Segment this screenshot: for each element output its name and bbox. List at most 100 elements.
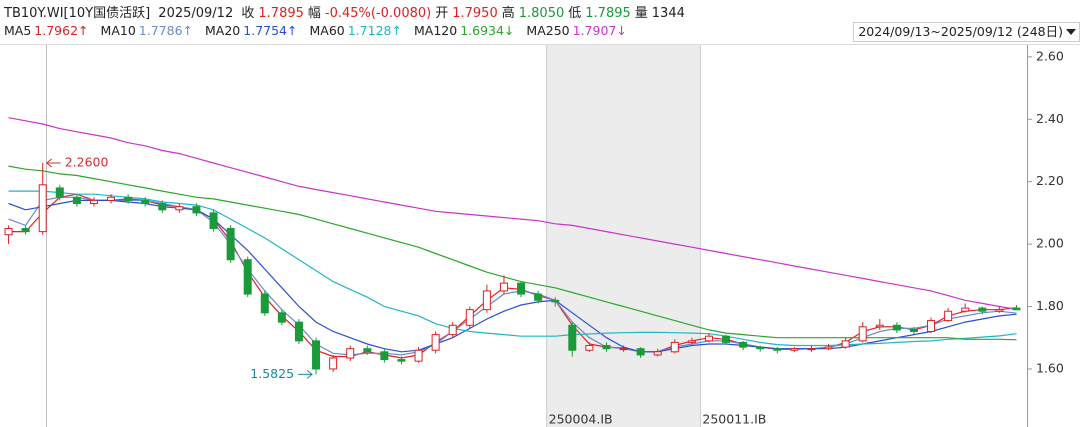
candle-body [21,228,30,233]
symbol: TB10Y.WI[10Y国债活跃] [4,6,151,21]
candle-body [773,348,782,351]
field-label: 量 [634,6,648,21]
candle-body [978,307,987,312]
candle-body [585,345,594,351]
field-value: 1344 [651,6,685,21]
field-value: 1.8050 [518,6,565,21]
candle-body [448,324,457,336]
candle-body [346,348,355,359]
field-label: 开 [435,6,449,21]
candle-body [841,340,850,348]
y-tick-label: 2.20 [1036,173,1064,188]
field-label: 收 [241,6,255,21]
ma-name: MA10 [100,23,136,38]
ma-name: MA120 [413,23,458,38]
y-tick-label: 1.80 [1036,298,1064,313]
candle-body [790,348,799,351]
contract-label: 250011.IB [702,412,766,427]
candle-body [961,307,970,312]
ma-value: 1.6934 [460,23,504,38]
candle-body [329,357,338,370]
ma-value: 1.7754 [243,23,288,38]
candle-body [995,309,1004,312]
candle-body [175,206,184,211]
ma-trend: ↑ [391,23,402,38]
candle-body [858,326,867,342]
field-value: 1.7895 [258,6,304,21]
candle-body [653,351,662,356]
candle-body [619,348,628,351]
extreme-label: 2.2600 [65,154,109,169]
candle-body [38,184,47,233]
candle-body [209,212,218,230]
ma-value: 1.7962 [34,23,79,38]
ma-trend: ↓ [616,23,627,38]
candle-body [312,340,321,370]
candle-body [55,187,64,198]
ma-trend: ↑ [78,23,89,38]
candle-body [465,309,474,326]
ma-trend: ↑ [287,23,298,38]
candle-body [704,335,713,342]
candle-body [687,340,696,343]
contract-label: 250004.IB [549,412,613,427]
field-label: 高 [501,6,515,21]
candle-body [4,228,13,236]
ma-legend: MA5 1.7962↑ MA10 1.7786↑ MA20 1.7754↑ MA60 1.71… [4,23,639,38]
candle-body [875,324,884,328]
candle-body [226,228,235,261]
candle-body [124,196,133,201]
field-value: -0.45%(-0.0080) [324,6,432,21]
candle-body [722,335,731,343]
candle-body [534,293,543,301]
ma-line [8,165,1017,341]
candle-body [277,312,286,323]
candle-body [72,196,81,205]
ma-trend: ↓ [503,23,515,38]
ma-name: MA20 [205,23,241,38]
candle-body [260,293,269,314]
ma-name: MA60 [309,23,345,38]
candle-body [807,348,816,351]
extreme-arrow [298,370,313,379]
y-tick-label: 1.60 [1036,360,1064,375]
candle-body [499,282,508,292]
candle-body [141,199,150,205]
candle-body [892,324,901,331]
contract-shade [546,45,701,427]
header: TB10Y.WI[10Y国债活跃] 2025/09/12 收 1.7895 幅 -0.… [4,2,689,21]
candle-body [756,346,765,350]
candle-body [414,349,423,362]
candle-body [1012,307,1021,311]
field-value: 1.7950 [452,6,498,21]
candle-body [380,351,389,361]
y-tick-label: 2.40 [1036,111,1064,126]
extreme-arrow [45,158,61,168]
ma-line [8,190,1017,347]
y-tick-label: 2.60 [1036,48,1064,63]
candle-body [909,329,918,333]
ma-trend: ↑ [182,23,194,38]
ma-value: 1.7907 [572,23,617,38]
date: 2025/09/12 [158,6,234,21]
candle-body [89,199,98,205]
ma-value: 1.7128 [347,23,392,38]
candle-body [602,345,611,350]
candle-body [107,196,116,201]
candle-body [551,299,560,303]
field-label: 低 [568,6,582,21]
ma-value: 1.7786 [138,23,183,38]
candle-body [670,341,679,353]
ma-name: MA5 [4,23,32,38]
candle-body [636,348,645,356]
candle-body [397,359,406,362]
candle-body [431,334,440,351]
candle-body [517,282,526,295]
extreme-label: 1.5825 [250,366,294,381]
candle-body [739,341,748,348]
candle-body [944,310,953,322]
candle-body [294,321,303,342]
candle-body [824,346,833,350]
